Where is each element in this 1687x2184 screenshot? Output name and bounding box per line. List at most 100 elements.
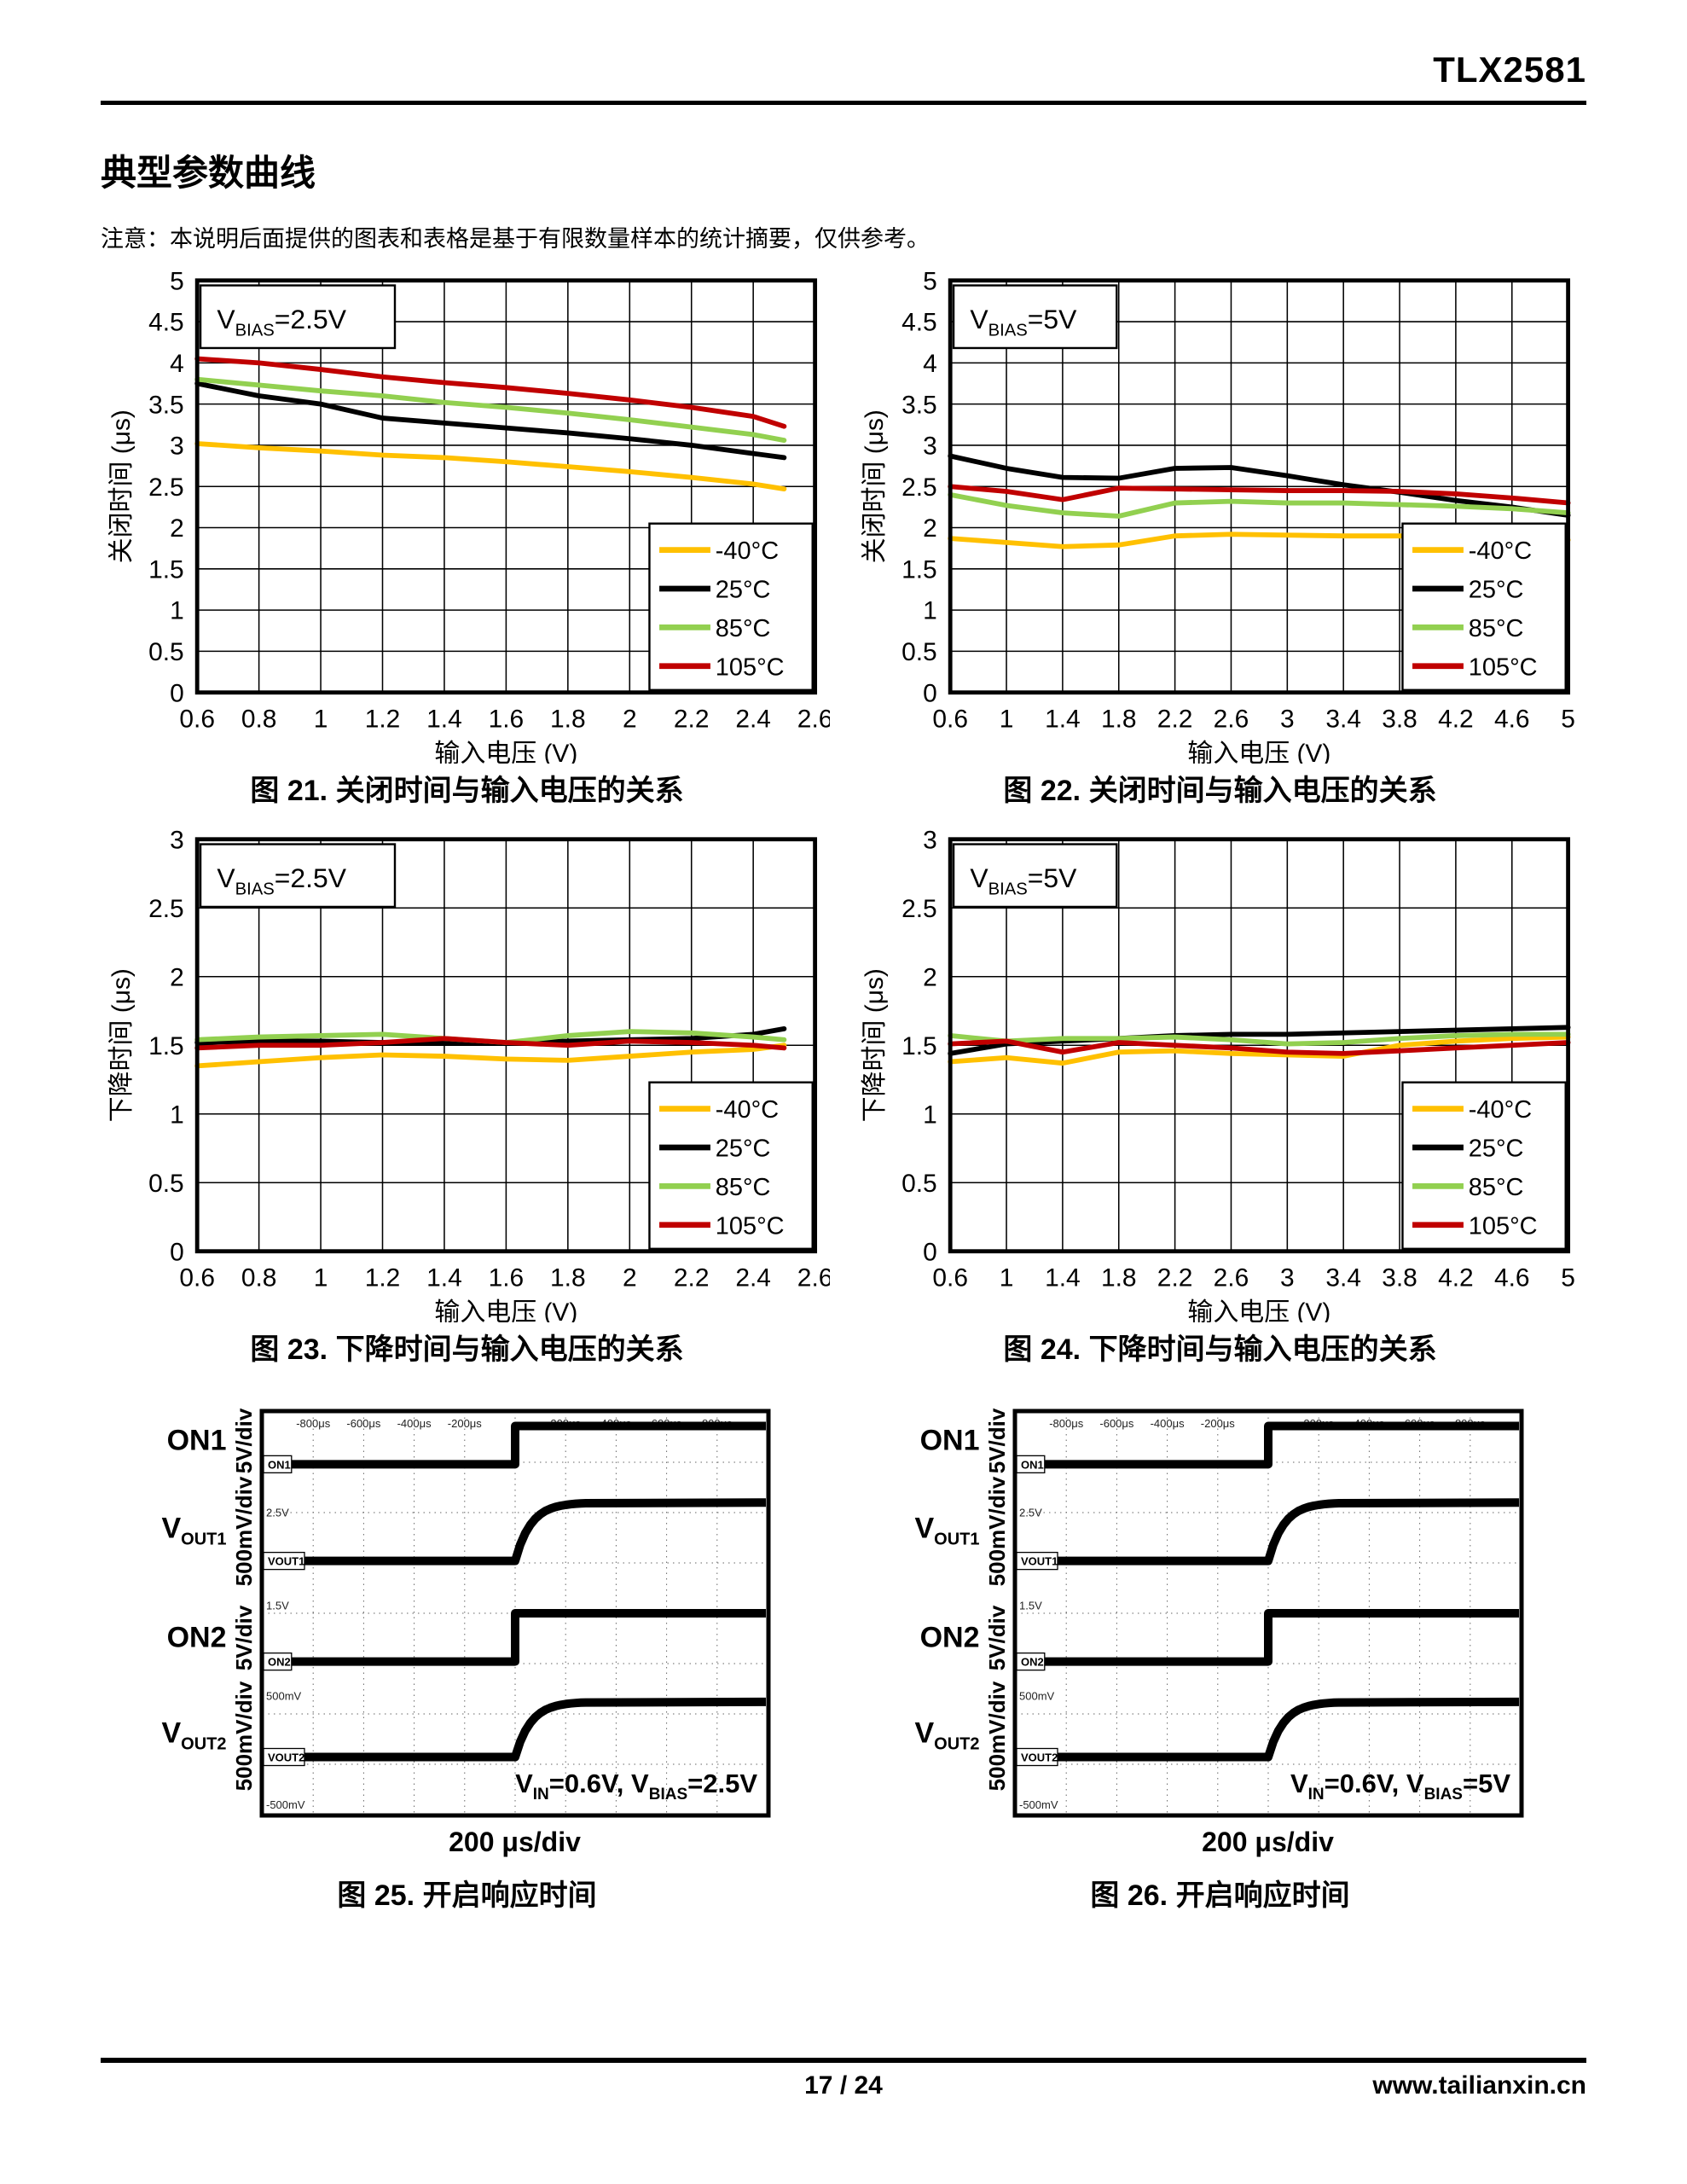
svg-text:0.6: 0.6 (179, 1263, 215, 1292)
scale-label: -500mV (1019, 1798, 1058, 1811)
channel-name: ON1 (166, 1424, 227, 1457)
y-axis-title: 关闭时间 (μs) (860, 410, 888, 563)
legend-label: 105°C (1468, 1212, 1537, 1240)
legend-label: 105°C (715, 653, 784, 681)
scope-annotation: VIN=0.6V, VBIAS=2.5V (515, 1769, 757, 1804)
scale-label: -500mV (266, 1798, 305, 1811)
svg-text:2.5: 2.5 (148, 895, 184, 923)
svg-text:5: 5 (1561, 705, 1575, 733)
subscript: BIAS (235, 321, 274, 340)
time-label: -800μs (296, 1417, 331, 1430)
svg-text:4.6: 4.6 (1493, 705, 1529, 733)
figure-24-caption: 图 24. 下降时间与输入电压的关系 (1003, 1333, 1437, 1366)
time-label: -400μs (397, 1417, 432, 1430)
svg-text:4.2: 4.2 (1438, 1263, 1474, 1292)
figure-25-caption: 图 25. 开启响应时间 (337, 1879, 597, 1912)
website-link[interactable]: www.tailianxin.cn (1372, 2071, 1586, 2100)
legend-label: 105°C (1468, 653, 1537, 681)
series-line-105°C (947, 484, 1571, 506)
plot-border (194, 837, 817, 1254)
svg-text:1.5: 1.5 (901, 555, 937, 584)
channel-name: ON2 (919, 1621, 980, 1654)
series-line-25°C (947, 453, 1571, 518)
trace-VOUT1 (264, 1498, 766, 1565)
subscript: BIAS (988, 321, 1027, 340)
channel-label: ON2 5V/div (920, 1606, 1011, 1671)
svg-text:0.6: 0.6 (932, 705, 968, 733)
svg-text:1.6: 1.6 (488, 1263, 524, 1292)
figure-21: 0 0.5 1 1.5 2 2.5 3 3.5 4 4.5 5 0.6 0.8 1 1.2 1.4 1.6 1.8… (101, 269, 833, 828)
chart-fig21: 0 0.5 1 1.5 2 2.5 3 3.5 4 4.5 5 0.6 0.8 1 1.2 1.4 1.6 1.8… (107, 269, 829, 764)
legend-label: -40°C (1468, 537, 1531, 565)
svg-text:1: 1 (999, 1263, 1013, 1292)
annotation-box (952, 284, 1118, 350)
oscilloscope-fig26: -800μs -600μs -400μs -200μs 200μs 400μs 600μs 8… (1012, 1409, 1524, 1818)
subscript: BIAS (988, 880, 1027, 898)
subscript: IN (532, 1786, 548, 1804)
trace-tag: VOUT1 (268, 1555, 304, 1568)
chart-fig23: 0 0.5 1 1.5 2 2.5 3 0.6 0.8 1 1.2 1.4 1.6 1.8 2 2.2 2.4 2… (107, 828, 829, 1322)
svg-text:4.2: 4.2 (1438, 705, 1474, 733)
legend-label: 85°C (1468, 1174, 1523, 1201)
series-line-25°C (947, 1025, 1571, 1056)
svg-text:2.6: 2.6 (1213, 1263, 1249, 1292)
page-content: TLX2581 典型参数曲线 注意：本说明后面提供的图表和表格是基于有限数量样本… (101, 49, 1586, 1912)
trace-VOUT2 (264, 1697, 766, 1762)
svg-text:2.6: 2.6 (797, 705, 829, 733)
channel-scale: 5V/div (230, 1409, 257, 1474)
trace-tag: VOUT1 (1021, 1555, 1058, 1568)
svg-text:3.5: 3.5 (901, 391, 937, 419)
svg-text:1.8: 1.8 (1100, 705, 1136, 733)
svg-text:3.8: 3.8 (1382, 1263, 1417, 1292)
annotation-box (199, 284, 396, 350)
svg-text:2.5: 2.5 (148, 473, 184, 502)
svg-text:1.4: 1.4 (426, 705, 462, 733)
legend-box (647, 522, 814, 692)
svg-text:1.8: 1.8 (550, 705, 586, 733)
annotation-box (199, 843, 396, 909)
scale-label: 500mV (1019, 1689, 1055, 1702)
figure-21-caption: 图 21. 关闭时间与输入电压的关系 (250, 775, 684, 807)
time-label: -600μs (1099, 1417, 1134, 1430)
scale-label: 2.5V (1019, 1507, 1042, 1519)
channel-label: ON1 5V/div (167, 1409, 258, 1474)
section-title: 典型参数曲线 (101, 153, 316, 193)
trace-VOUT2 (1017, 1697, 1519, 1762)
svg-text:2: 2 (622, 1263, 636, 1292)
svg-text:1: 1 (923, 597, 937, 625)
series-line--40°C (194, 441, 786, 492)
series-line-85°C (947, 1031, 1571, 1047)
svg-text:1: 1 (313, 705, 328, 733)
trace-tag: ON1 (268, 1458, 291, 1471)
scale-label: 1.5V (266, 1599, 289, 1612)
header-rule (101, 101, 1586, 105)
svg-text:1.4: 1.4 (1045, 1263, 1081, 1292)
scope-border (1012, 1409, 1523, 1818)
legend-label: 25°C (715, 1136, 770, 1163)
legend-label: 25°C (1468, 1136, 1523, 1163)
figure-26-caption: 图 26. 开启响应时间 (1090, 1879, 1350, 1912)
channel-scale: 5V/div (983, 1605, 1010, 1671)
x-axis-title: 输入电压 (V) (1187, 1298, 1330, 1322)
series-line-25°C (194, 380, 786, 461)
series-line--40°C (194, 1043, 786, 1069)
channel-scale: 500mV/div (230, 1681, 257, 1792)
svg-text:2.6: 2.6 (1213, 705, 1249, 733)
svg-text:1: 1 (170, 1101, 184, 1129)
subscript: IN (1307, 1786, 1324, 1804)
series-line--40°C (947, 1034, 1571, 1066)
trace-ON2 (1017, 1609, 1519, 1666)
series-line-105°C (194, 356, 786, 429)
subscript: BIAS (648, 1786, 687, 1804)
svg-text:0.5: 0.5 (901, 1170, 937, 1198)
svg-text:1.5: 1.5 (148, 555, 184, 584)
legend-label: 105°C (715, 1212, 784, 1240)
time-label: -200μs (447, 1417, 482, 1430)
plot-border (948, 278, 1570, 695)
annotation-box (952, 843, 1118, 909)
annotation-text: VBIAS=2.5V (217, 304, 346, 340)
svg-text:0.6: 0.6 (932, 1263, 968, 1292)
trace-tag: VOUT2 (1021, 1751, 1058, 1764)
footer-row: 17 / 24 www.tailianxin.cn (101, 2071, 1586, 2100)
